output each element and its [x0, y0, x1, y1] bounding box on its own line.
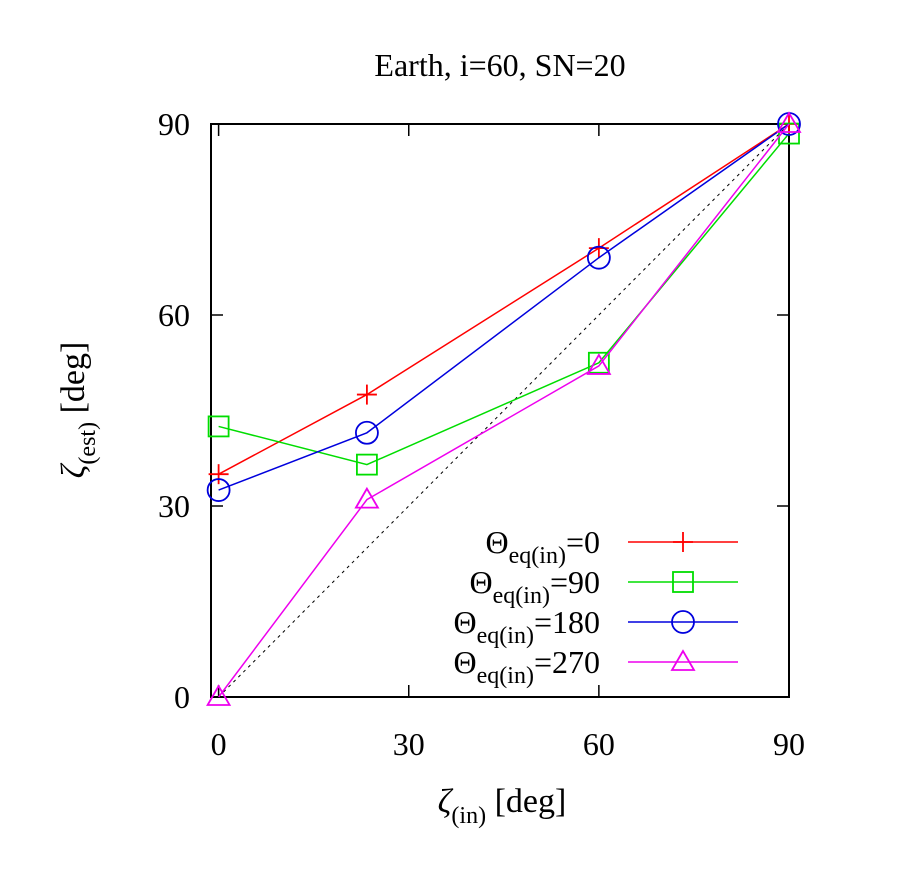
data-point-square	[587, 351, 610, 374]
legend-marker-plus	[673, 532, 693, 552]
chart-title: Earth, i=60, SN=20	[374, 47, 625, 83]
data-point-circle	[206, 478, 231, 502]
legend-label: Θeq(in)=270	[454, 644, 600, 689]
series-line-triangle	[218, 123, 790, 698]
legend-marker-triangle	[670, 649, 696, 671]
series-line-square	[218, 133, 790, 466]
data-point-triangle	[586, 353, 612, 375]
plot-area: 0 30 60 90 0 30 60 90	[158, 106, 805, 762]
data-point-triangle	[776, 111, 802, 133]
legend-marker-square	[672, 571, 694, 593]
series-line-circle	[218, 123, 790, 491]
series-line-plus	[218, 123, 790, 475]
legend-label: Θeq(in)=180	[454, 604, 600, 649]
data-point-plus	[356, 384, 377, 405]
y-tick-label: 0	[174, 679, 190, 715]
y-axis-label: ζ(est) [deg]	[55, 342, 101, 479]
series-circle	[206, 112, 801, 502]
series-plus	[208, 114, 799, 485]
x-axis-label: ζ(in) [deg]	[438, 783, 567, 829]
data-point-square	[778, 122, 800, 145]
y-tick-label: 60	[158, 297, 190, 333]
x-tick-label: 0	[211, 726, 227, 762]
data-point-triangle	[354, 486, 380, 509]
legend-label: Θeq(in)=0	[486, 524, 600, 569]
legend-item: Θeq(in)=180	[454, 604, 738, 649]
reference-diagonal-line	[218, 123, 790, 698]
y-tick-label: 30	[158, 488, 190, 524]
data-point-triangle	[206, 684, 232, 706]
legend-item: Θeq(in)=90	[470, 564, 738, 609]
plot-frame	[210, 123, 790, 698]
data-point-square	[207, 415, 230, 438]
data-point-plus	[208, 464, 229, 485]
x-tick-label: 90	[773, 726, 805, 762]
legend-item: Θeq(in)=0	[486, 524, 738, 569]
data-point-circle	[355, 420, 379, 445]
y-tick-label: 90	[158, 106, 190, 142]
legend: Θeq(in)=0Θeq(in)=90Θeq(in)=180Θeq(in)=27…	[454, 524, 738, 689]
legend-marker-circle	[671, 610, 695, 634]
series-triangle	[206, 111, 802, 706]
x-tick-label: 60	[583, 726, 615, 762]
x-tick-label: 30	[393, 726, 425, 762]
legend-item: Θeq(in)=270	[454, 644, 738, 689]
legend-label: Θeq(in)=90	[470, 564, 600, 609]
data-point-circle	[586, 245, 611, 270]
series-square	[207, 122, 800, 476]
data-point-square	[356, 453, 378, 476]
